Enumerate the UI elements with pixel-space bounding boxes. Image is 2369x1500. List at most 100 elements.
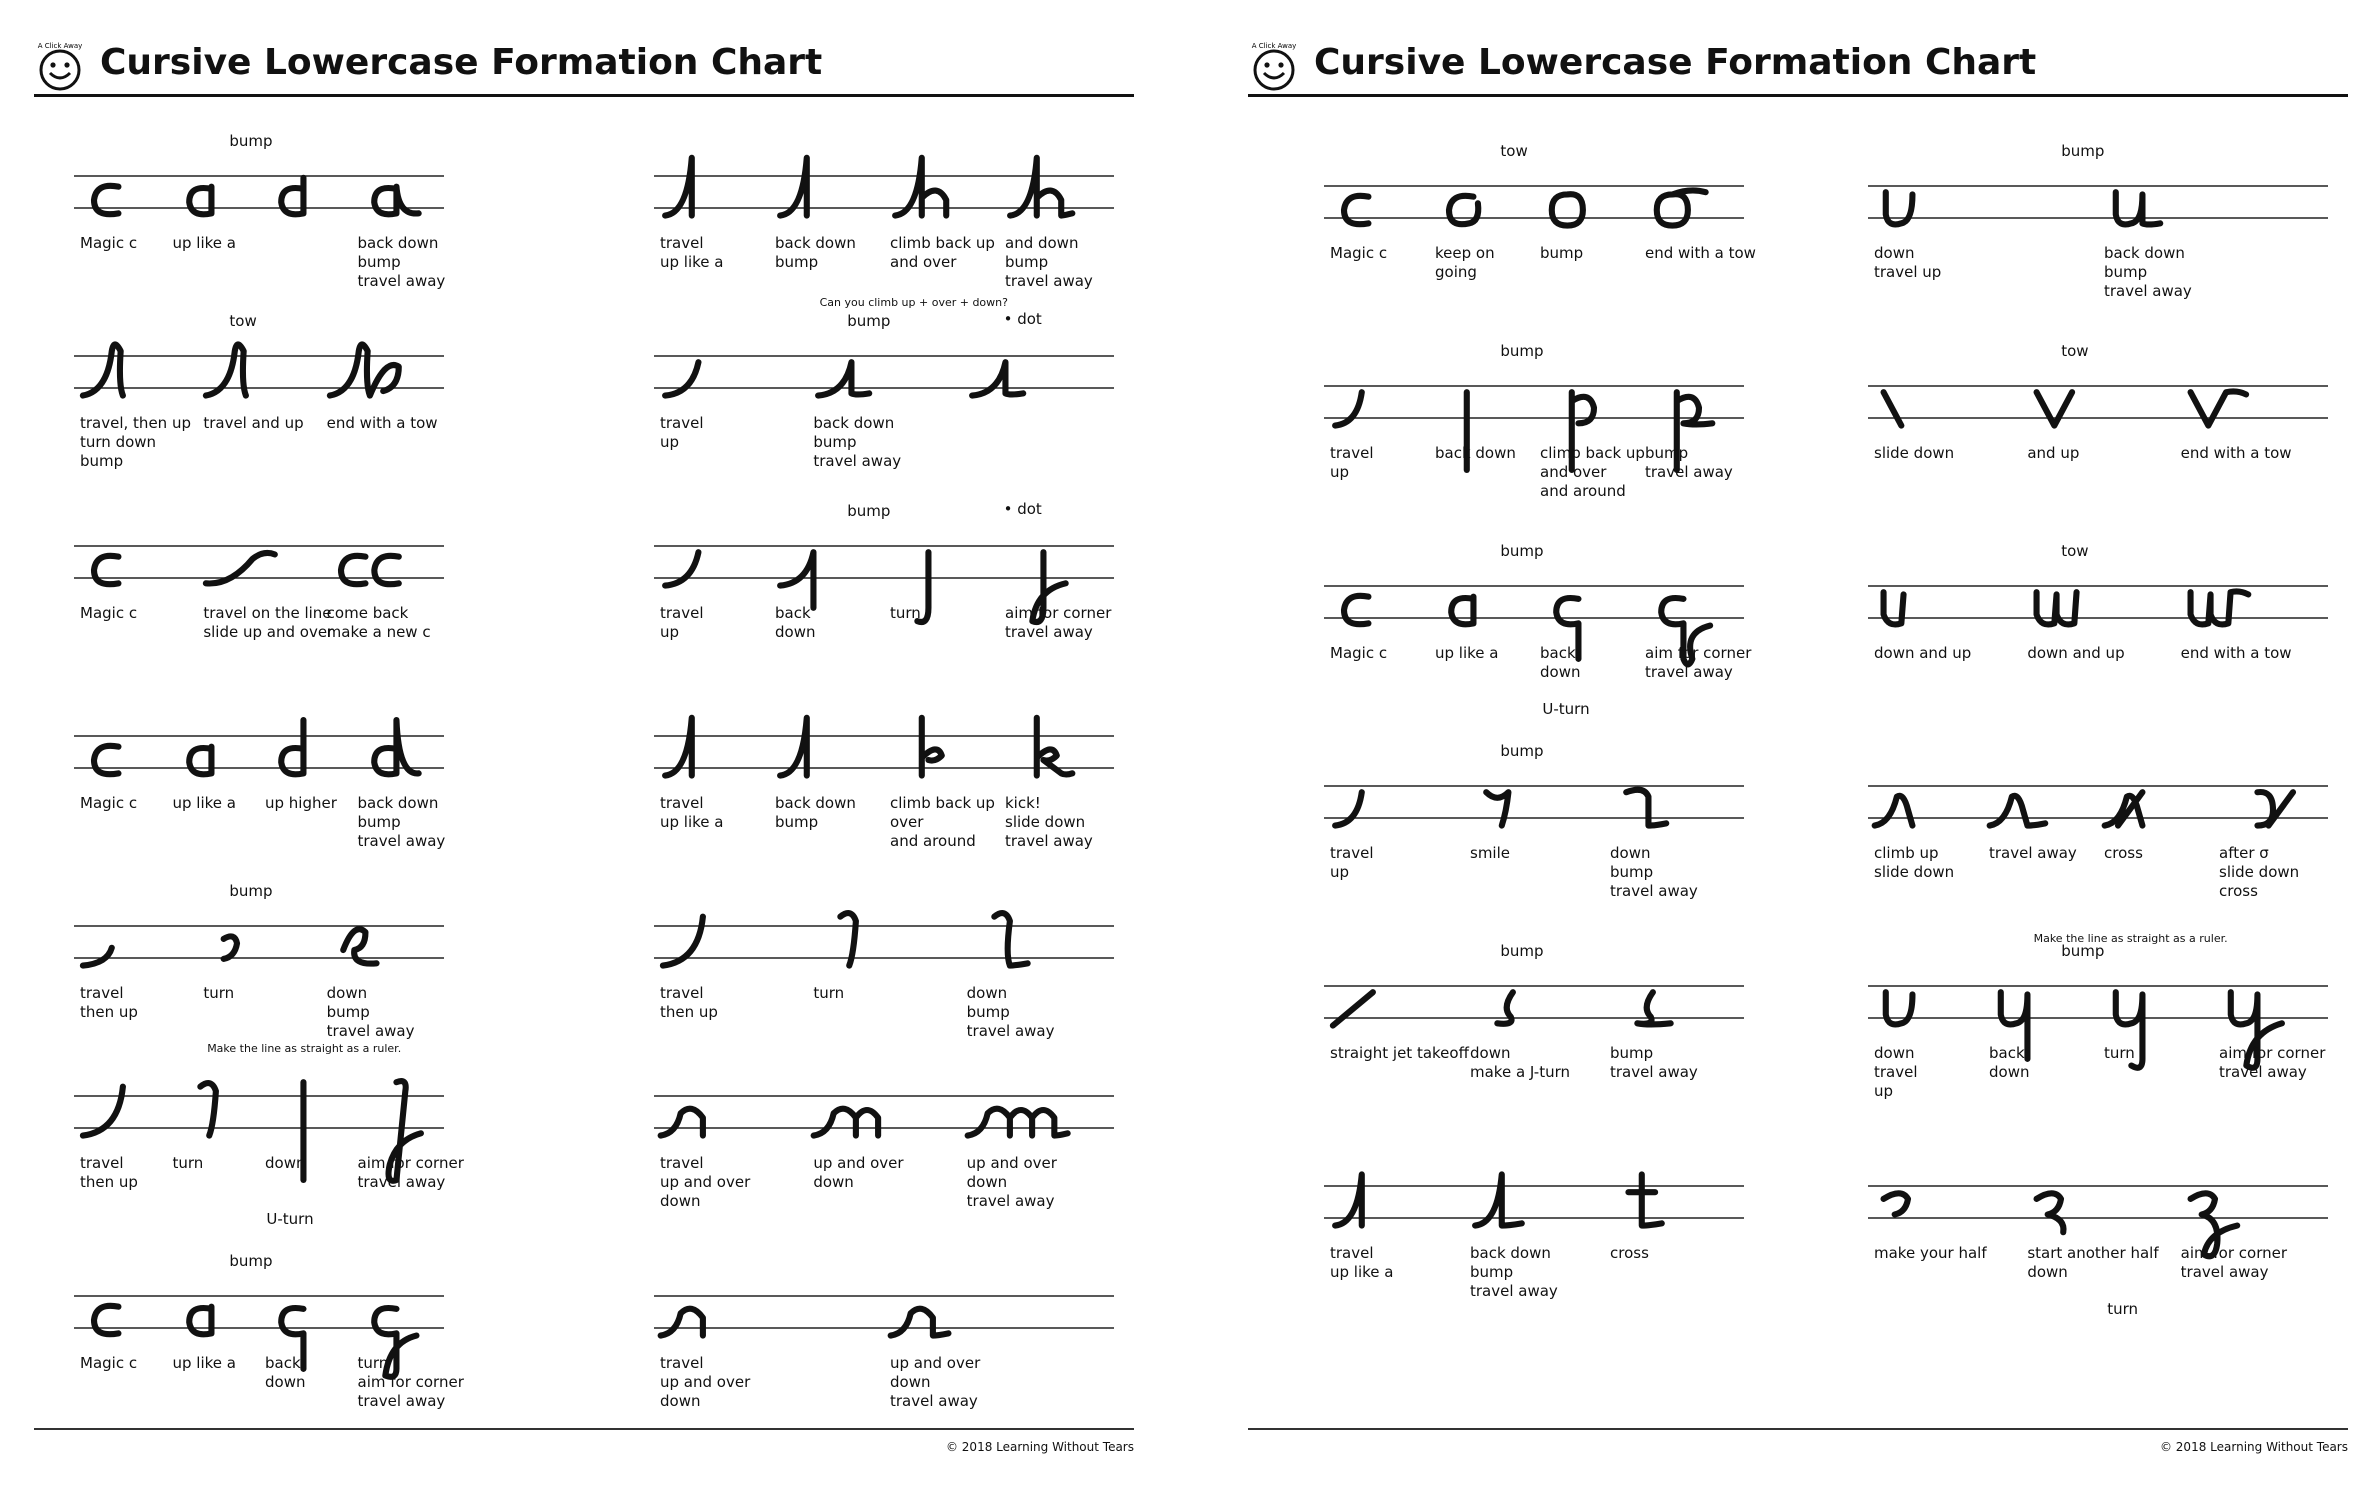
formation-step: Magic c [1324,150,1429,330]
step-caption: Magic c [80,604,137,623]
formation-step: travel up [1324,350,1429,530]
step-caption: down travel up [1874,244,1941,282]
caption-line: down and up [1874,644,1972,662]
formation-step: end with a tow [2175,350,2328,530]
formation-step: start another half down [2021,1150,2174,1330]
caption-line: travel [1330,444,1374,462]
caption-line: bump [80,452,124,470]
step-caption: bump travel away [1645,444,1733,482]
caption-line: back down [775,794,856,812]
caption-line: bump [2104,263,2148,281]
letter-group-x: climb up slide down travel away cross after … [1868,750,2328,925]
caption-line: travel [660,1354,704,1372]
letter-stroke-h-1 [662,154,695,219]
formation-step: down bump travel away [321,890,444,1070]
formation-step: down travel up [1868,950,1983,1130]
letter-stroke-w-2 [2033,589,2080,628]
writing-guide-lines [654,1095,1114,1129]
caption-line: back down [1470,1244,1551,1262]
letter-stroke-y-2 [1997,989,2031,1062]
caption-line: bump [1610,1044,1654,1062]
letter-stroke-j-4 [1029,549,1069,625]
top-label: bump [1500,742,1544,760]
letter-group-k: travel up like a back down bump climb back u… [654,700,1114,875]
formation-step: back down [1534,550,1639,730]
formation-step: travel up [654,510,769,690]
caption-line: travel away [966,1022,1055,1040]
letter-stroke-c-a-1 [90,182,122,218]
smiley-logo-icon: A Click Away [38,42,82,91]
letter-stroke-k-1 [662,714,695,779]
formation-step: down bump travel away [1604,750,1744,930]
caption-line: down [966,984,1008,1002]
step-caption: travel away [1989,844,2077,863]
dot-label: • dot [1003,310,1042,328]
caption-line: back [1989,1044,2025,1062]
caption-line: up and over [890,1354,981,1372]
caption-line: down [265,1154,306,1172]
hint-note: Make the line as straight as a ruler. [207,1042,402,1055]
writing-guide-lines [1324,185,1744,219]
caption-line: bump [775,813,819,831]
letter-stroke-c-a-2 [185,183,214,218]
letter-stroke-m-2 [810,1105,882,1139]
letter-group-r: travel up smile down bump travel away bump [1324,742,1744,925]
caption-line: slide up and over [203,623,334,641]
formation-step: keep on going [1429,150,1534,330]
letter-stroke-e-1 [79,944,115,969]
letter-group-l-b: travel, then up turn down bump travel and u… [74,312,444,495]
formation-step: and down bump travel away [999,140,1114,320]
caption-line: travel [80,1154,124,1172]
footer-rule [34,1428,1134,1430]
letter-stroke-c-cc-1 [90,552,122,588]
step-caption: back down [1540,644,1580,682]
caption-line: end with a tow [2180,644,2292,662]
caption-line: travel away [357,1173,446,1191]
formation-step: travel away [1983,750,2098,930]
caption-line: straight jet takeoff [1330,1044,1469,1062]
letter-stroke-u-1 [1882,189,1916,228]
formation-step: climb back up and over and around [1534,350,1645,530]
formation-step: back down bump travel away [2098,150,2328,330]
letter-stroke-i-2 [815,359,873,399]
caption-line: Magic c [80,1354,138,1372]
page-title: Cursive Lowercase Formation Chart [1314,42,2037,83]
step-caption: travel on the line slide up and over [203,604,333,642]
letter-stroke-x-2 [1986,792,2049,829]
caption-line: travel away [357,832,446,850]
caption-line: down [813,1173,854,1191]
step-caption: aim for corner travel away [1645,644,1751,682]
caption-line: slide down [1005,813,1086,831]
formation-step: aim for corner travel away [1639,550,1751,730]
caption-line: bump [1005,253,1049,271]
caption-line: cross [1610,1244,1649,1262]
caption-line: up and over [660,1373,751,1391]
letter-stroke-o-4 [1653,187,1709,229]
caption-line: down [1874,1044,1915,1062]
turn-label: turn [2107,1300,2138,1318]
letter-stroke-d-3 [278,716,307,778]
letter-stroke-s-3 [1634,989,1674,1028]
caption-line: going [1435,263,1477,281]
caption-line: travel [660,414,704,432]
formation-step: turn [197,890,320,1070]
letter-stroke-z-2 [2033,1190,2067,1236]
letter-stroke-j-3 [914,549,932,625]
caption-line: up higher [265,794,337,812]
step-caption: down travel up [1874,1044,1918,1101]
top-label: bump [229,1252,273,1270]
caption-line: travel away [1005,623,1093,641]
caption-line: back [1540,644,1576,662]
step-caption: slide down [1874,444,1954,463]
caption-line: down [1874,244,1915,262]
caption-line: up [1330,863,1350,881]
footer-rule [1248,1428,2348,1430]
formation-step: aim for corner travel away [2213,950,2328,1130]
caption-line: climb up [1874,844,1939,862]
step-caption: back down bump travel away [358,234,446,291]
caption-line: down and up [2027,644,2125,662]
writing-guide-lines [1324,1185,1744,1219]
dot-label: • dot [1003,500,1042,518]
right-chart-page: A Click Away Cursive Lowercase Formation… [1248,0,2369,1500]
top-label: tow [2061,542,2089,560]
